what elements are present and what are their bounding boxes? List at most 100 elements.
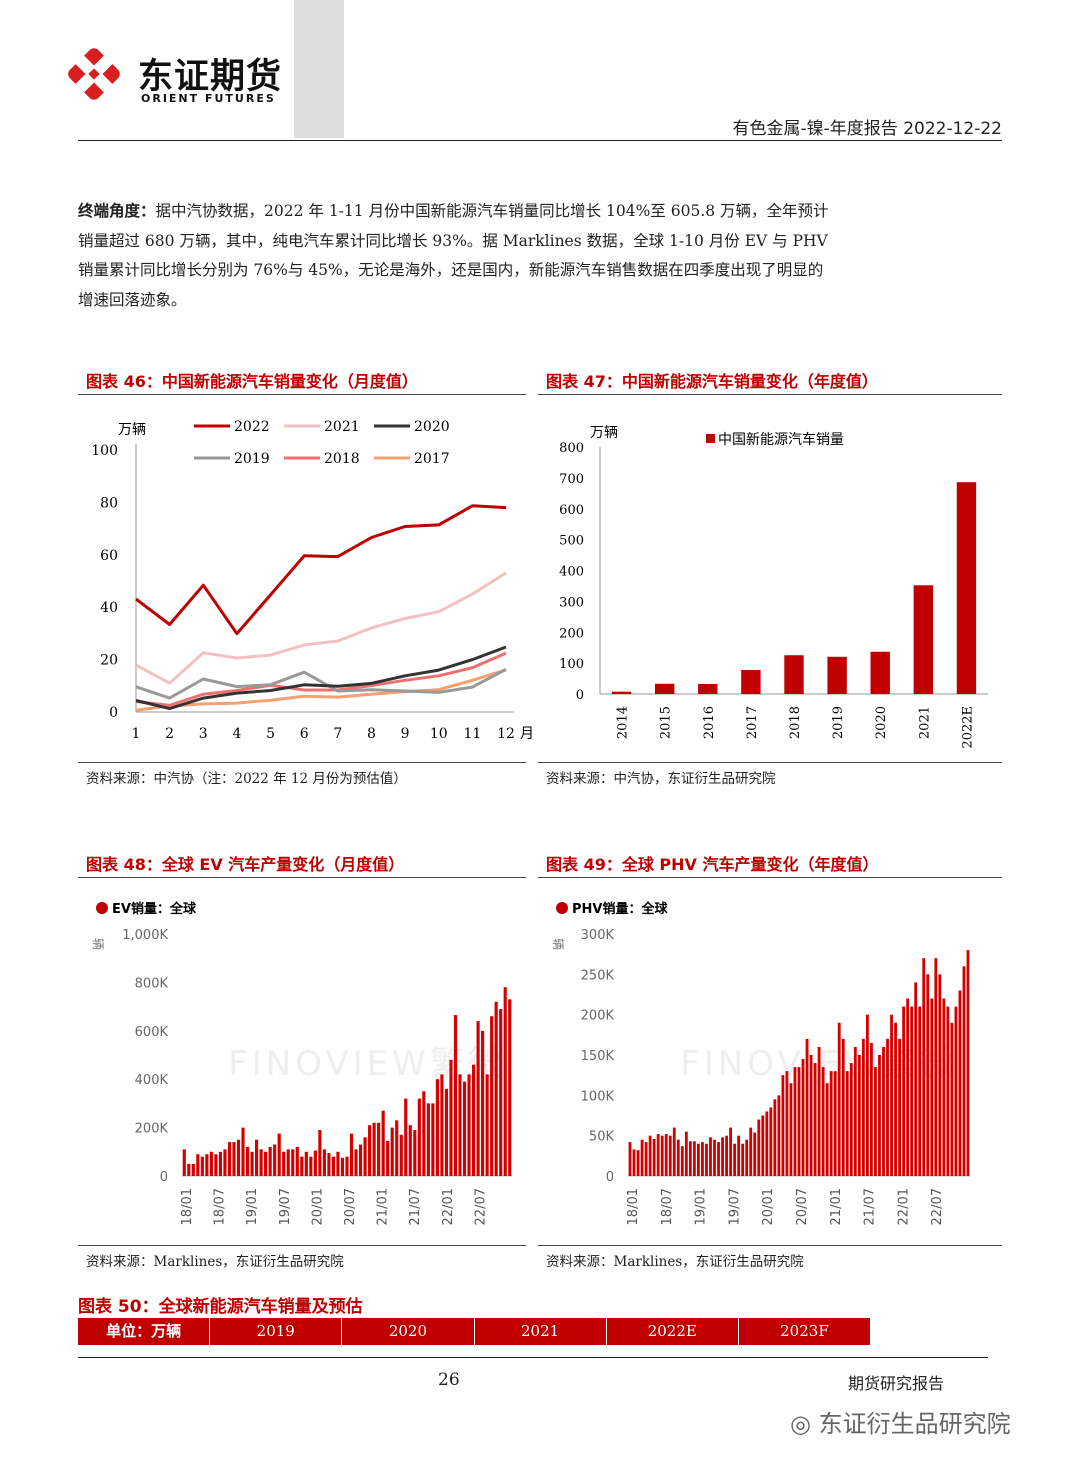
bar [467, 1074, 471, 1176]
x-tick-label: 19/01 [245, 1188, 260, 1225]
bar [399, 1134, 403, 1176]
table-header-cell: 2023F [780, 1322, 829, 1340]
bar [232, 1142, 236, 1176]
fig46-bottom-rule [78, 762, 526, 763]
bar [435, 1079, 439, 1176]
bar [829, 1071, 833, 1176]
x-tick-label: 18/01 [626, 1188, 641, 1225]
x-tick-label: 2022E [960, 706, 975, 749]
x-tick-label: 2 [165, 726, 174, 742]
bar [490, 1016, 494, 1176]
table-header-cell: 单位：万辆 [78, 1318, 211, 1345]
legend-label: PHV销量：全球 [572, 901, 668, 917]
fig46-rule [78, 394, 526, 395]
bar [894, 1022, 897, 1176]
bar [913, 585, 934, 694]
bar [255, 1139, 259, 1176]
bar [741, 1143, 745, 1176]
x-tick-label: 20/07 [795, 1188, 810, 1225]
x-tick-label: 18/07 [213, 1188, 228, 1225]
bar [422, 1091, 426, 1176]
bar [358, 1144, 363, 1176]
bar [417, 1098, 421, 1176]
bar [632, 1149, 636, 1176]
bar [942, 998, 946, 1176]
bar [692, 1141, 696, 1176]
x-tick-label: 7 [333, 726, 342, 742]
body-paragraph: 终端角度：据中汽协数据，2022 年 1-11 月份中国新能源汽车销量同比增长 … [78, 196, 838, 315]
report-title: 有色金属-镍-年度报告 2022-12-22 [732, 119, 1002, 139]
bar [404, 1098, 408, 1176]
bar [236, 1139, 241, 1176]
bar [205, 1154, 209, 1176]
legend-label: 2019 [234, 451, 270, 467]
bar [857, 1055, 861, 1176]
y-tick-label: 100 [91, 443, 118, 459]
legend-label: 中国新能源汽车销量 [718, 431, 844, 448]
bar [453, 1015, 458, 1176]
bar [628, 1142, 632, 1176]
bar [882, 1046, 885, 1176]
bar [218, 1151, 223, 1176]
bar [825, 1083, 829, 1176]
x-tick-label: 3 [199, 726, 208, 742]
bar [761, 1115, 765, 1176]
bar [200, 1156, 204, 1176]
y-tick-label: 700 [559, 472, 584, 487]
bar [733, 1143, 737, 1176]
bar [721, 1137, 724, 1176]
bar [745, 1139, 749, 1176]
bar [268, 1146, 272, 1176]
bar [476, 1021, 480, 1176]
bar [652, 1138, 656, 1176]
x-tick-label: 11 [463, 726, 481, 742]
y-tick-label: 1,000K [122, 928, 168, 943]
bar [956, 482, 977, 694]
bar [861, 1038, 865, 1176]
bar [245, 1146, 250, 1176]
series-line-2019 [135, 667, 507, 700]
x-tick-label: 5 [266, 726, 275, 742]
footer-label: 期货研究报告 [848, 1374, 945, 1393]
bar [349, 1133, 354, 1176]
bar [769, 1107, 773, 1176]
x-tick-label: 1 [132, 726, 141, 742]
bar [444, 1088, 449, 1176]
bar [717, 1142, 720, 1176]
y-tick-label: 300 [559, 595, 584, 610]
bar [668, 1135, 672, 1176]
x-tick-label: 2020 [874, 706, 889, 739]
bar [906, 998, 910, 1176]
y-tick-label: 600K [135, 1025, 169, 1040]
legend-label: 2021 [324, 419, 360, 435]
bar [793, 1067, 797, 1176]
x-tick-label: 8 [367, 726, 376, 742]
fig47-title: 图表 47：中国新能源汽车销量变化（年度值） [546, 372, 878, 391]
bar [413, 1130, 417, 1176]
bar [381, 1110, 385, 1176]
bar [440, 1074, 444, 1176]
fig49-title: 图表 49：全球 PHV 汽车产量变化（年度值） [546, 855, 879, 874]
bar [187, 1163, 191, 1176]
fig49-rule [538, 877, 1002, 878]
y-axis-label: 辆 [91, 938, 105, 950]
bar [870, 1042, 873, 1176]
fig47-source: 资料来源：中汽协，东证衍生品研究院 [546, 771, 776, 787]
bar [781, 1075, 785, 1176]
bar [462, 1081, 467, 1176]
bar [954, 1006, 958, 1176]
bar [898, 1038, 901, 1176]
fig47-bottom-rule [538, 762, 1002, 763]
bar [481, 1030, 485, 1176]
bar [664, 1134, 668, 1176]
bar [241, 1127, 245, 1176]
y-tick-label: 500 [559, 534, 584, 549]
bar [705, 1143, 708, 1176]
bar [938, 974, 942, 1176]
bar [656, 1134, 660, 1176]
fig48-title: 图表 48：全球 EV 汽车产量变化（月度值） [86, 855, 405, 874]
bar [182, 1149, 186, 1176]
bar [372, 1122, 376, 1176]
table-header-cell: 2020 [342, 1318, 475, 1345]
bar [849, 1063, 853, 1176]
